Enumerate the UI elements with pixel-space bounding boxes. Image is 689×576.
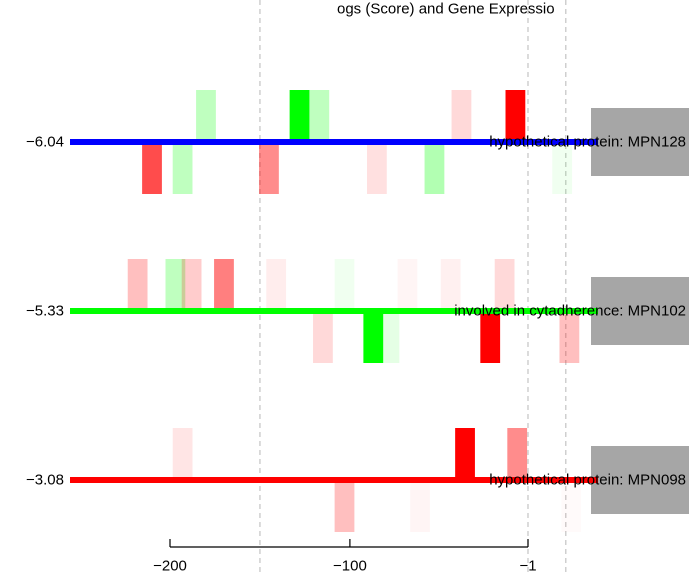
x-axis-tick-label: −100 bbox=[333, 558, 367, 575]
expression-bar bbox=[424, 142, 445, 194]
x-axis-tick-label: −1 bbox=[519, 558, 536, 575]
expression-bar bbox=[334, 259, 355, 311]
gene-label-box bbox=[591, 446, 689, 514]
expression-bar bbox=[440, 259, 461, 311]
expression-bar bbox=[334, 480, 355, 532]
gene-name-label: hypothetical protein: MPN128 bbox=[489, 134, 686, 151]
expression-bar bbox=[309, 90, 330, 142]
gene-tracks: −6.04 hypothetical protein: MPN128 −5.33 in… bbox=[26, 108, 689, 514]
expression-bar bbox=[552, 142, 573, 194]
expression-bar bbox=[363, 311, 384, 363]
expression-bar bbox=[172, 428, 193, 480]
expression-bar bbox=[559, 311, 580, 363]
x-axis: −200 −100 −1 bbox=[153, 539, 537, 575]
expression-bar bbox=[127, 259, 148, 311]
gene-label-box bbox=[591, 108, 689, 176]
expression-bar bbox=[366, 142, 387, 194]
expression-bar bbox=[397, 259, 418, 311]
expression-bar bbox=[313, 311, 333, 363]
x-axis-tick-label: −200 bbox=[153, 558, 187, 575]
expression-bar bbox=[266, 259, 287, 311]
expression-bars bbox=[127, 90, 580, 532]
expression-bar bbox=[196, 90, 216, 142]
gene-name-label: involved in cytadherence: MPN102 bbox=[454, 303, 686, 320]
gene-name-label: hypothetical protein: MPN098 bbox=[489, 472, 686, 489]
gene-label-box bbox=[591, 277, 689, 345]
expression-bar bbox=[410, 480, 430, 532]
expression-bar bbox=[480, 311, 501, 363]
expression-bar bbox=[379, 311, 400, 363]
expression-bar bbox=[165, 259, 186, 311]
expression-bar bbox=[289, 90, 310, 142]
track-score-label: −3.08 bbox=[26, 472, 64, 489]
expression-bar bbox=[507, 428, 528, 480]
expression-bar bbox=[494, 259, 515, 311]
expression-bar bbox=[214, 259, 234, 311]
expression-bar bbox=[181, 259, 202, 311]
chart-title-fragment: ogs (Score) and Gene Expressio bbox=[337, 0, 555, 17]
expression-bar bbox=[142, 142, 162, 194]
track-score-label: −5.33 bbox=[26, 303, 64, 320]
expression-bar bbox=[505, 90, 526, 142]
expression-bar bbox=[451, 90, 472, 142]
expression-bar bbox=[172, 142, 193, 194]
track-score-label: −6.04 bbox=[26, 134, 64, 151]
expression-bar bbox=[259, 142, 279, 194]
expression-bar bbox=[455, 428, 475, 480]
